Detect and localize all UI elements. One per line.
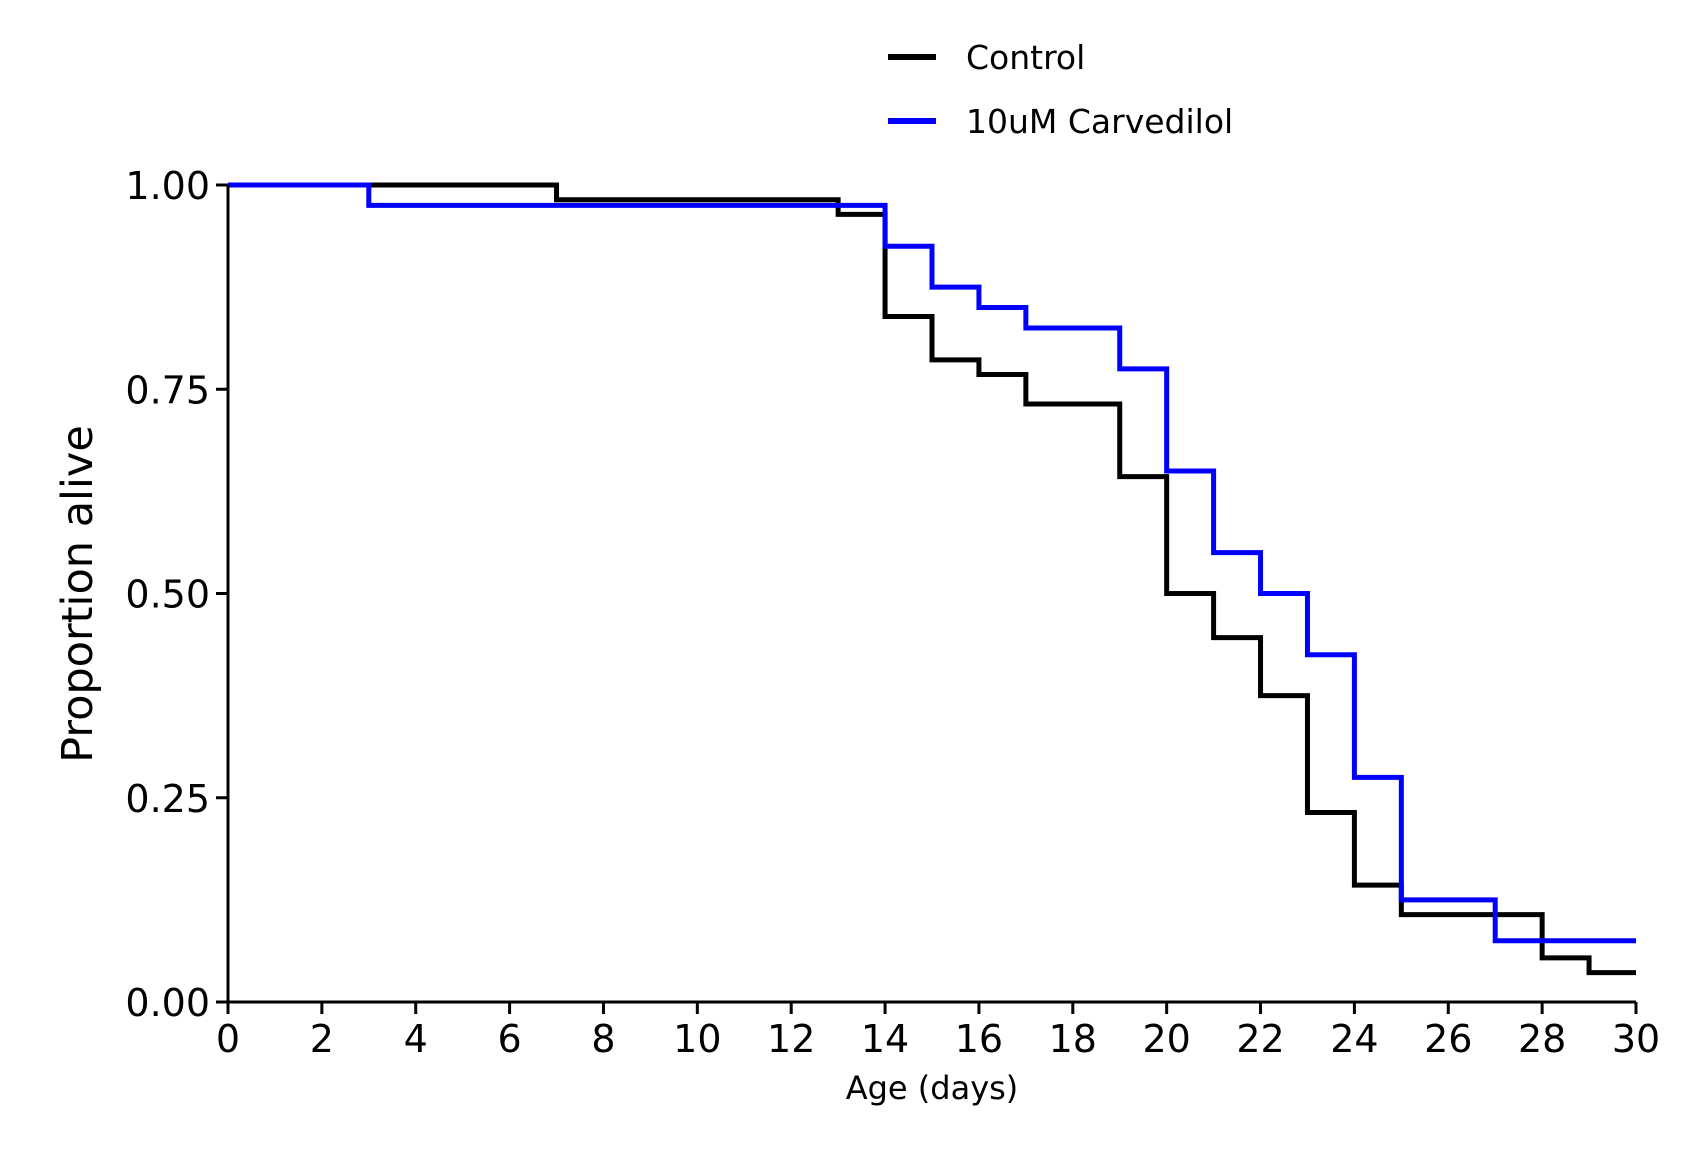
x-tick-label: 22 — [1236, 1017, 1284, 1061]
x-axis-title: Age (days) — [846, 1069, 1019, 1107]
x-tick-label: 24 — [1330, 1017, 1378, 1061]
x-tick-label: 16 — [955, 1017, 1003, 1061]
x-tick-label: 2 — [310, 1017, 334, 1061]
x-tick-label: 20 — [1142, 1017, 1190, 1061]
y-tick-label: 1.00 — [125, 164, 210, 208]
y-tick-label: 0.75 — [125, 368, 210, 412]
y-tick-label: 0.00 — [125, 981, 210, 1025]
x-tick-label: 12 — [767, 1017, 815, 1061]
x-tick-label: 28 — [1518, 1017, 1566, 1061]
legend-label-carvedilol: 10uM Carvedilol — [966, 102, 1233, 141]
y-tick-label: 0.25 — [125, 777, 210, 821]
legend-label-control: Control — [966, 38, 1085, 77]
x-tick-label: 18 — [1049, 1017, 1097, 1061]
series-line-control — [228, 182, 1636, 976]
x-tick-label: 10 — [673, 1017, 721, 1061]
x-tick-label: 0 — [216, 1017, 240, 1061]
x-tick-label: 30 — [1612, 1017, 1660, 1061]
x-axis-ticks: 0 2 4 6 8 10 12 14 16 18 20 22 24 26 28 30 — [216, 1002, 1660, 1061]
x-tick-label: 14 — [861, 1017, 909, 1061]
x-tick-label: 26 — [1424, 1017, 1472, 1061]
y-axis-ticks: 0.00 0.25 0.50 0.75 1.00 — [125, 164, 228, 1025]
series-line-carvedilol — [228, 182, 1636, 944]
y-tick-label: 0.50 — [125, 573, 210, 617]
legend: Control 10uM Carvedilol — [888, 38, 1233, 141]
x-tick-label: 4 — [404, 1017, 428, 1061]
y-axis-title: Proportion alive — [53, 425, 103, 763]
x-tick-label: 6 — [498, 1017, 522, 1061]
x-tick-label: 8 — [591, 1017, 615, 1061]
plot-series — [228, 182, 1636, 976]
